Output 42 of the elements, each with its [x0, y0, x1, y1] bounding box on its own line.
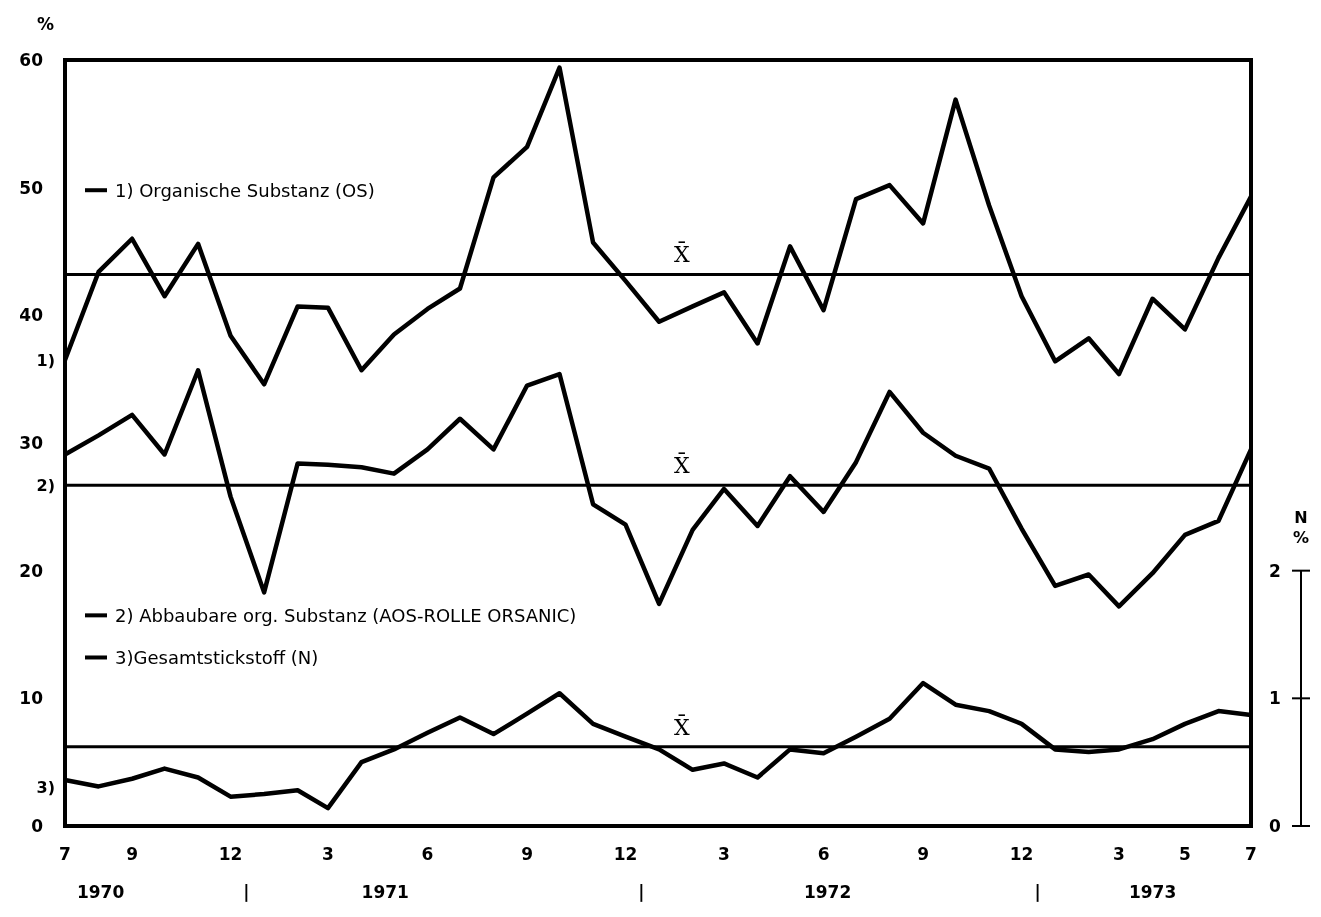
- text: 3): [36, 778, 55, 798]
- y-axis-title: %: [37, 14, 55, 34]
- y-tick-label: 30: [19, 432, 44, 453]
- x-tick-label: 3: [322, 844, 334, 864]
- x-tick-label: 5: [1179, 844, 1191, 864]
- x-tick-label: 9: [126, 844, 139, 864]
- x-tick-label: 6: [421, 844, 434, 864]
- y2-tick-label: 2: [1269, 560, 1281, 581]
- x-tick-label: 6: [817, 844, 830, 864]
- y-tick-label: 20: [19, 560, 44, 581]
- text: 1973: [1128, 882, 1177, 902]
- y2-tick-label: 0: [1269, 815, 1282, 836]
- text: 1970: [76, 882, 125, 902]
- ref-line-label: X̄: [673, 452, 690, 479]
- y-tick-label: 10: [19, 688, 44, 709]
- text: 1971: [361, 882, 409, 902]
- annotation: 1): [36, 350, 55, 370]
- x-tick-label: 7: [59, 844, 71, 864]
- x-tick-label: 12: [1009, 844, 1034, 864]
- x-tick-label: 3: [1113, 844, 1125, 864]
- y-tick-label: 0: [31, 815, 44, 836]
- y2-tick-label: 1: [1269, 688, 1281, 709]
- y-tick-label: 40: [19, 305, 44, 326]
- text: |: [1034, 882, 1041, 902]
- ref-line-label: X̄: [673, 713, 690, 740]
- text: |: [638, 882, 645, 902]
- text: |: [243, 882, 250, 902]
- annotation: 2): [36, 475, 55, 495]
- ref-line-label: X̄: [673, 241, 690, 268]
- x-tick-label: 7: [1245, 844, 1257, 864]
- y2-axis-title: N %: [1292, 507, 1310, 547]
- legend-label: 2) Abbaubare org. Substanz (AOS-ROLLE ORSANIC): [115, 604, 577, 626]
- x-tick-label: 3: [718, 844, 730, 864]
- y-tick-label: 60: [19, 49, 44, 70]
- text: 1972: [803, 882, 852, 902]
- legend-label: 1) Organische Substanz (OS): [115, 179, 375, 201]
- y-tick-label: 50: [19, 177, 44, 198]
- x-tick-label: 9: [521, 844, 533, 864]
- x-tick-label: 12: [218, 844, 243, 864]
- x-tick-label: 9: [917, 844, 930, 864]
- legend-label: 3)Gesamtstickstoff (N): [115, 646, 319, 668]
- x-tick-label: 12: [613, 844, 638, 864]
